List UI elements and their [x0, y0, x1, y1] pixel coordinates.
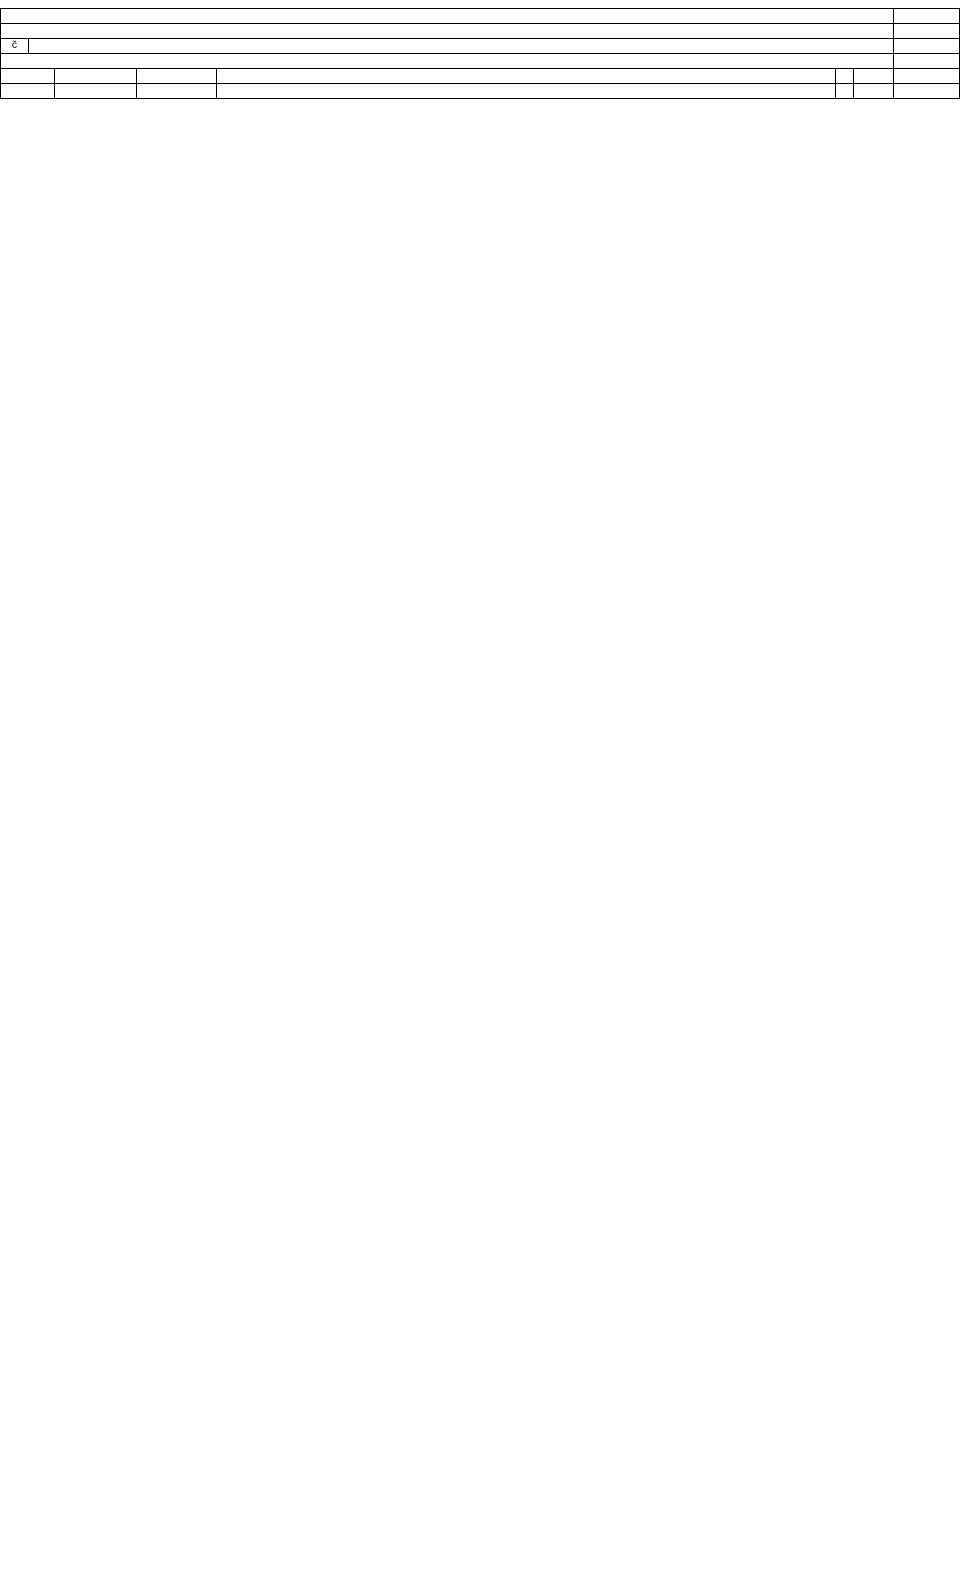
hdr-marka: [137, 69, 217, 84]
hdr-ertek: [894, 69, 960, 84]
section-hpp-price: [894, 54, 960, 69]
header-row-1: [1, 69, 960, 84]
section-nyk-title: [1, 24, 894, 39]
hdr2-marka: [137, 84, 217, 99]
discount-note-row: č: [1, 39, 960, 54]
section-dfk: [1, 9, 960, 24]
section-hpp-title: [1, 54, 894, 69]
section-nyk-price: [894, 24, 960, 39]
hdr2-ertek: [894, 84, 960, 99]
discount-note: [29, 39, 894, 54]
hdr2-megnevezes: [217, 84, 836, 99]
hdr2-rendelesi: [55, 84, 137, 99]
hdr-megnevezes: [217, 69, 836, 84]
section-dfk-title: [1, 9, 894, 24]
data-table: č: [0, 8, 960, 99]
section-nyk: [1, 24, 960, 39]
section-hpp: [1, 54, 960, 69]
page-header: [0, 0, 960, 8]
discount-price: [894, 39, 960, 54]
header-row-2: [1, 84, 960, 99]
hdr-kat: [1, 69, 55, 84]
hdr2-dbcs: [853, 84, 893, 99]
hdr-dbcs: [853, 69, 893, 84]
hdr2-kat: [1, 84, 55, 99]
section-dfk-price: [894, 9, 960, 24]
page: č: [0, 0, 960, 143]
hdr-rendelesi: [55, 69, 137, 84]
